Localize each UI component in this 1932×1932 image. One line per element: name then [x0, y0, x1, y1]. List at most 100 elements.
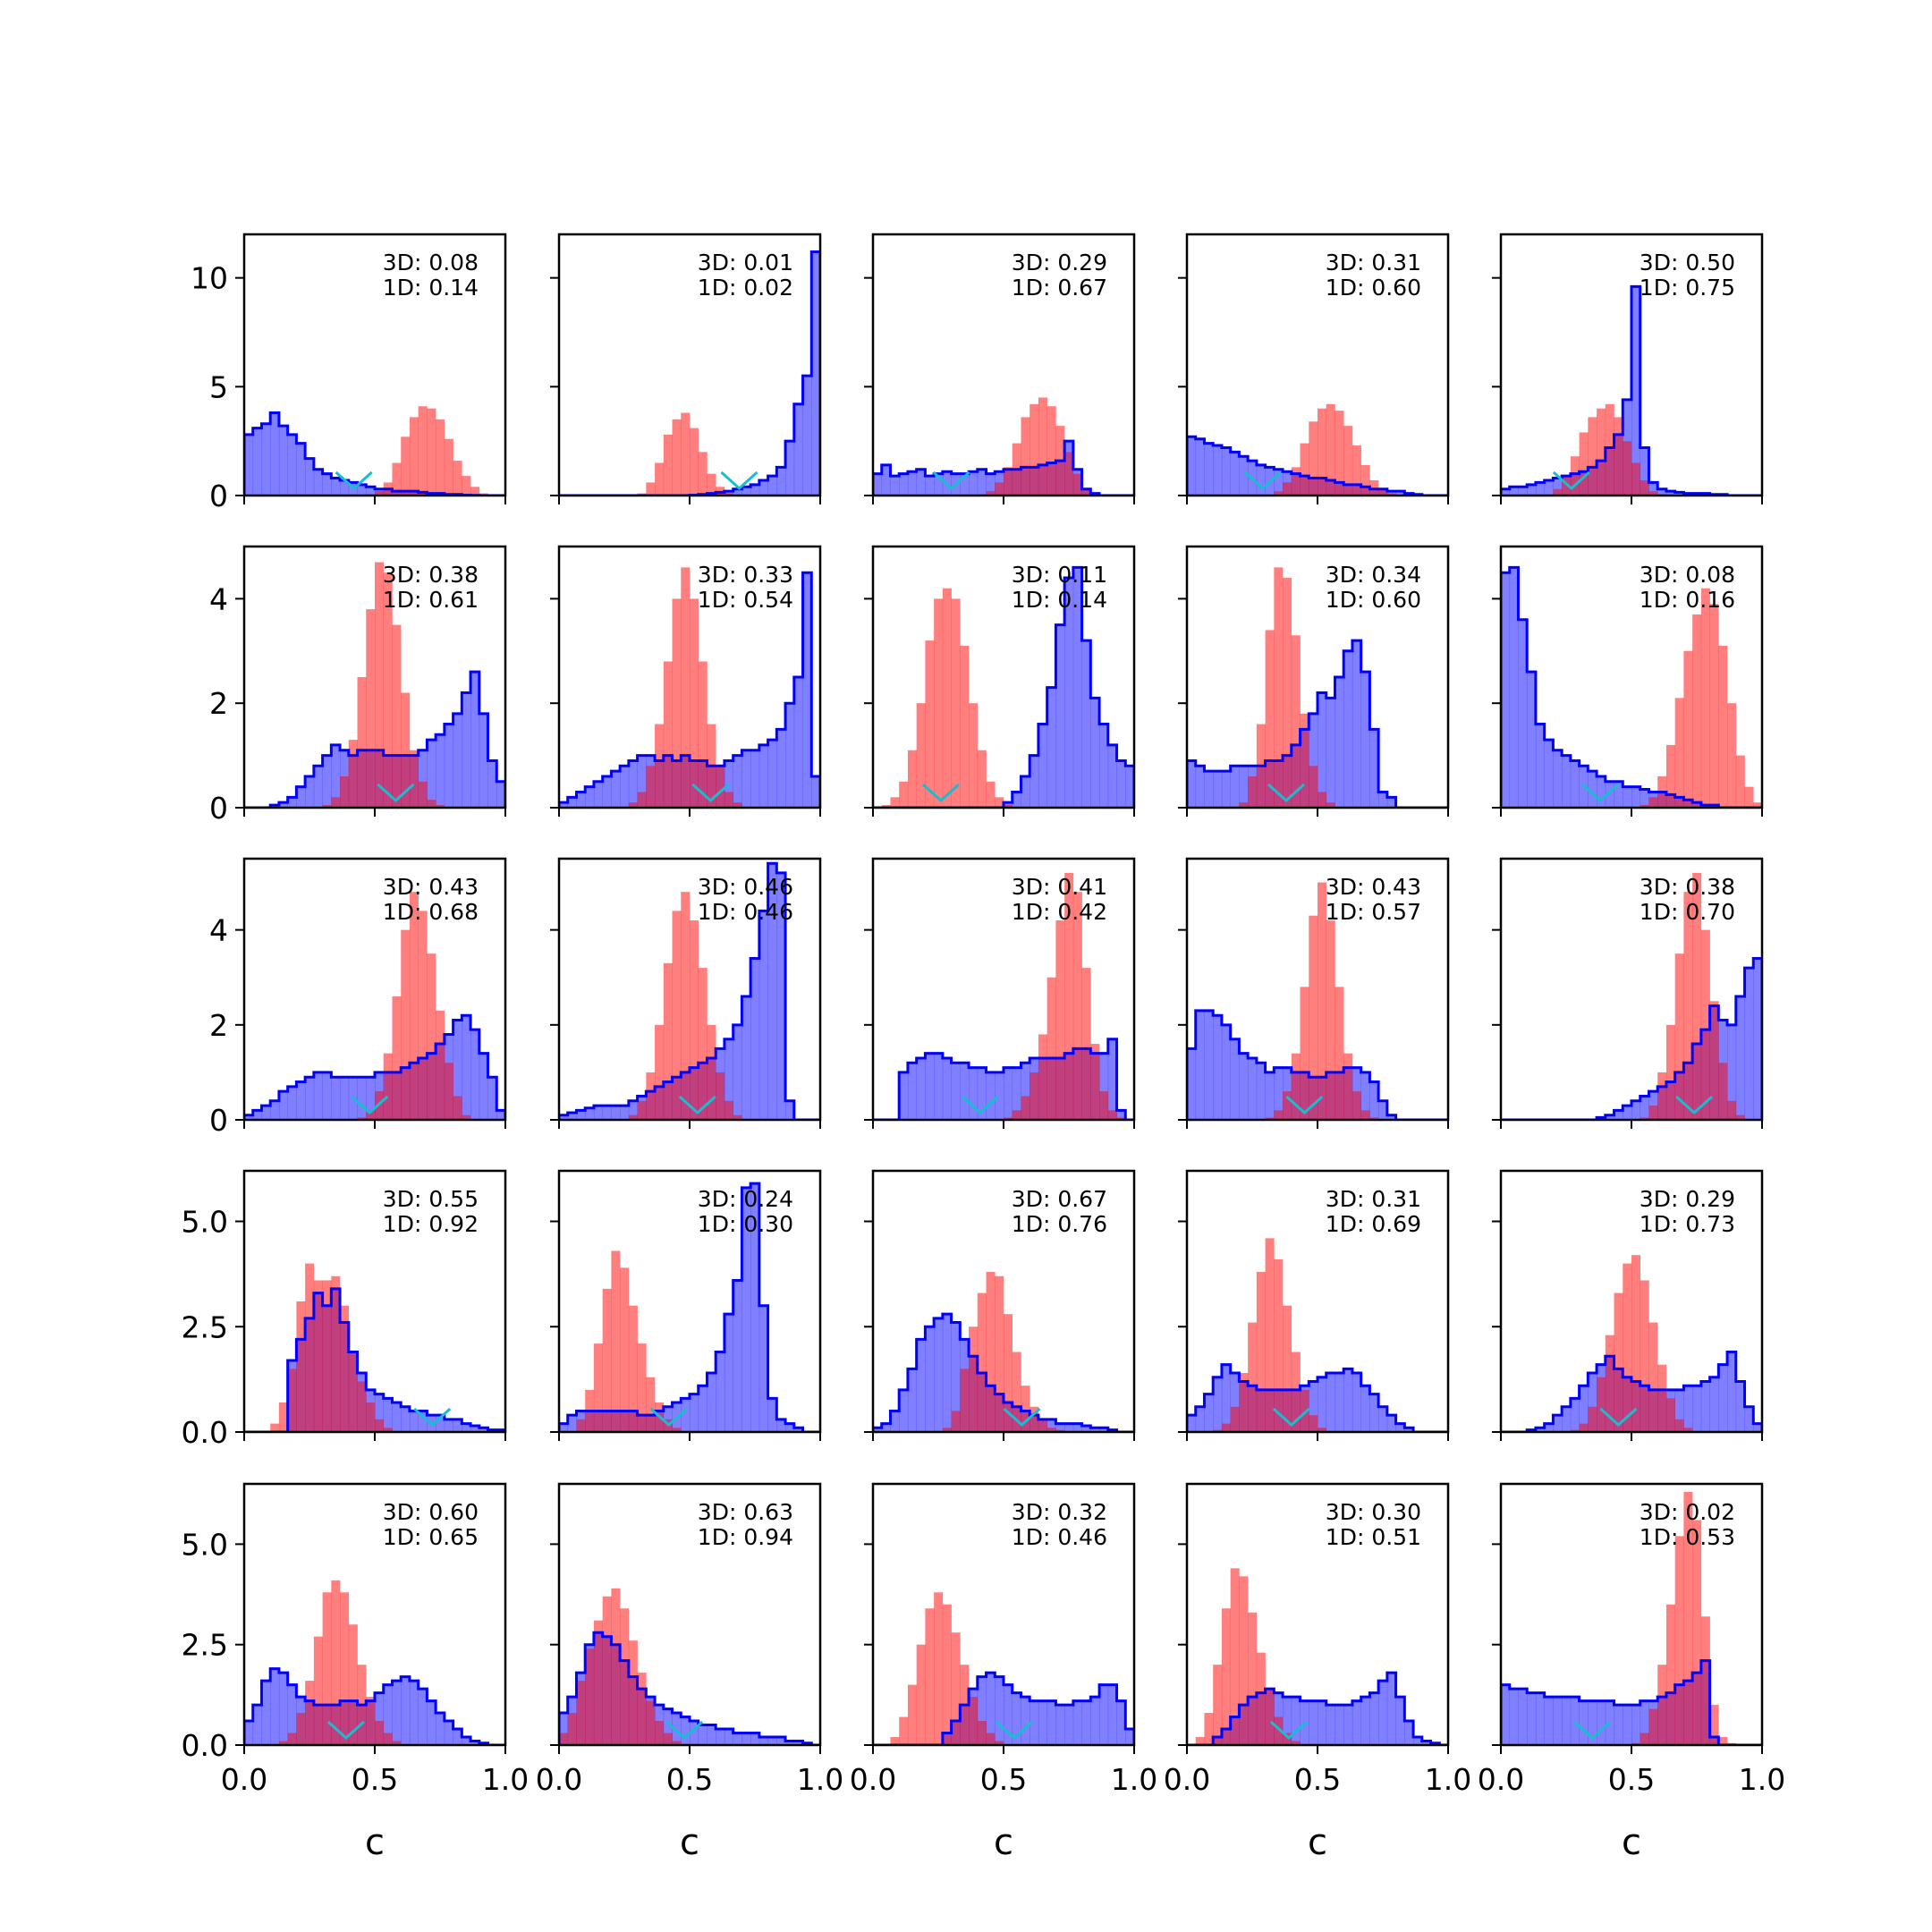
y-tick-label: 0 — [209, 791, 228, 826]
red-hist-bar — [1665, 744, 1675, 808]
blue-hist-bar — [252, 1110, 262, 1120]
blue-hist-bar — [1256, 464, 1266, 496]
blue-hist-bar — [1352, 640, 1361, 808]
x-tick-label: 0.0 — [850, 1762, 896, 1797]
blue-hist-bar — [741, 1733, 751, 1745]
blue-hist-bar — [453, 1419, 462, 1432]
plot-area — [1501, 1255, 1762, 1432]
red-hist-bar — [1553, 488, 1563, 496]
blue-hist-bar — [1099, 1053, 1109, 1120]
red-hist-bar — [1640, 479, 1649, 496]
red-hist-bar — [1326, 920, 1335, 1120]
annotation-text: 1D: 0.69 — [1326, 1211, 1421, 1237]
red-hist-bar — [1291, 1053, 1301, 1120]
annotation-text: 1D: 0.73 — [1640, 1211, 1735, 1237]
red-hist-bar — [1597, 408, 1606, 496]
blue-hist-bar — [986, 1673, 996, 1745]
blue-hist-bar — [287, 1684, 297, 1745]
red-hist-bar — [1230, 1406, 1240, 1432]
blue-hist-bar — [767, 863, 777, 1120]
blue-hist-bar — [1369, 1394, 1379, 1432]
annotation-text: 1D: 0.42 — [1012, 899, 1107, 925]
blue-hist-bar — [1099, 1684, 1109, 1745]
cyan-marker — [1243, 470, 1282, 491]
red-hist-bar — [322, 805, 332, 808]
plot-area — [1501, 284, 1762, 496]
cyan-marker — [351, 1095, 389, 1115]
red-hist-bar — [1597, 1377, 1606, 1432]
blue-hist-bar — [1265, 1072, 1275, 1120]
red-hist-bar — [1318, 882, 1327, 1120]
blue-hist-bar — [1125, 766, 1134, 808]
blue-hist-bar — [322, 473, 332, 496]
blue-hist-bar — [470, 672, 480, 808]
plot-area — [559, 250, 820, 496]
blue-hist-bar — [934, 1053, 944, 1120]
blue-hist-bar — [1386, 1114, 1396, 1120]
cyan-marker — [326, 1720, 365, 1741]
red-hist-bar — [1081, 968, 1091, 1120]
annotation-text: 1D: 0.14 — [1012, 587, 1107, 613]
blue-step-outline — [1187, 435, 1448, 496]
blue-hist-bar — [881, 1423, 891, 1432]
blue-hist-bar — [602, 775, 612, 808]
blue-hist-bar — [244, 1114, 254, 1120]
red-hist-bar — [1709, 1001, 1719, 1120]
red-hist-bar — [890, 797, 900, 808]
blue-hist-bar — [1081, 1700, 1091, 1745]
red-hist-bar — [375, 491, 385, 496]
annotation-text: 1D: 0.57 — [1326, 899, 1421, 925]
red-hist-bar — [1369, 1117, 1379, 1120]
blue-hist-bar — [1386, 1673, 1396, 1745]
red-hist-bar — [1665, 1024, 1675, 1120]
blue-hist-bar — [1030, 1700, 1039, 1745]
annotation-text: 3D: 0.67 — [1012, 1186, 1107, 1212]
blue-step-outline — [559, 250, 820, 496]
blue-hist-bar — [244, 434, 254, 496]
red-hist-bar — [620, 1608, 630, 1745]
red-hist-bar — [698, 661, 708, 808]
blue-hist-bar — [1239, 1053, 1249, 1120]
red-hist-bar — [1099, 1091, 1109, 1120]
x-tick-label: 0.0 — [1164, 1762, 1210, 1797]
blue-hist-bar — [750, 958, 760, 1120]
red-hist-bar — [960, 645, 970, 808]
x-axis-label: c — [1622, 1822, 1641, 1863]
blue-hist-bar — [487, 1077, 497, 1120]
blue-step-outline — [244, 1287, 505, 1432]
blue-hist-bar — [366, 1077, 376, 1120]
red-hist-bar — [1352, 1091, 1361, 1120]
red-hist-bar — [646, 1700, 656, 1745]
blue-hist-bar — [681, 1716, 691, 1745]
red-hist-bar — [1735, 755, 1745, 808]
blue-hist-bar — [1099, 1428, 1109, 1432]
cyan-marker — [1285, 1095, 1324, 1115]
red-hist-bar — [401, 692, 411, 808]
red-hist-bar — [899, 1716, 909, 1745]
red-hist-bar — [1709, 604, 1719, 808]
red-hist-bar — [969, 1326, 979, 1432]
blue-hist-bar — [1004, 802, 1013, 808]
blue-step-outline — [559, 1182, 820, 1432]
red-hist-bar — [348, 1624, 358, 1745]
blue-hist-bar — [1553, 478, 1563, 496]
y-tick-label: 4 — [209, 581, 228, 616]
plot-area — [559, 567, 820, 808]
blue-hist-bar — [1239, 766, 1249, 808]
blue-hist-bar — [296, 443, 306, 496]
plot-area — [1501, 872, 1762, 1120]
red-hist-bar — [593, 1620, 603, 1745]
blue-hist-bar — [427, 740, 436, 808]
blue-hist-bar — [444, 1419, 453, 1432]
red-hist-bar — [663, 434, 673, 496]
red-hist-bar — [1021, 1096, 1030, 1120]
blue-hist-bar — [1072, 567, 1082, 808]
blue-hist-bar — [427, 1700, 436, 1745]
blue-hist-bar — [1527, 484, 1537, 496]
annotation-text: 1D: 0.60 — [1326, 275, 1421, 301]
annotation-text: 1D: 0.61 — [383, 587, 479, 613]
blue-hist-bar — [1369, 1081, 1379, 1120]
annotation-text: 3D: 0.24 — [698, 1186, 793, 1212]
blue-hist-bar — [1579, 1385, 1589, 1432]
